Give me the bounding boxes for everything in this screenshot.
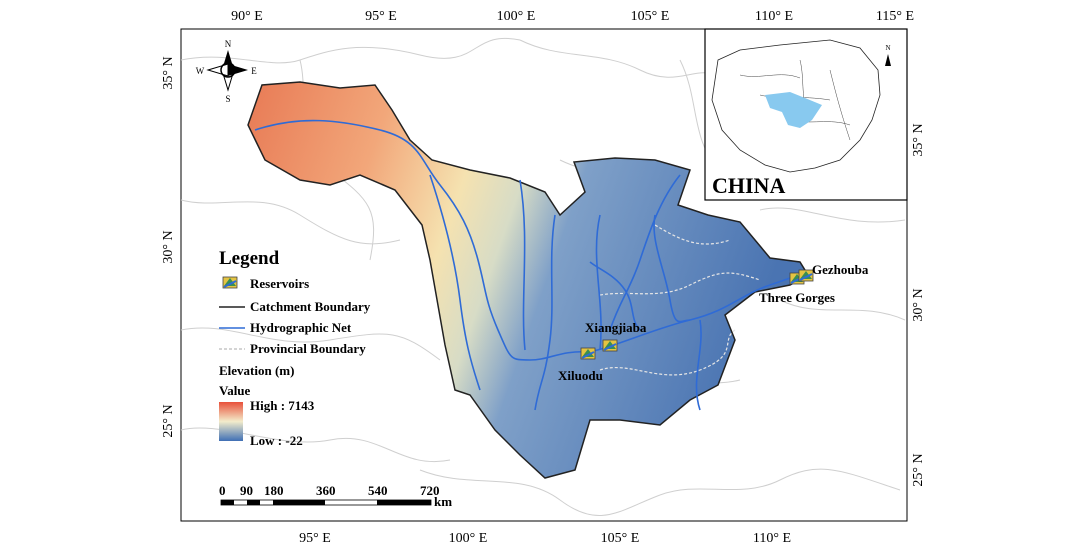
inset-basin — [765, 92, 822, 128]
legend-reservoirs: Reservoirs — [250, 276, 309, 291]
compass-w: W — [196, 66, 205, 76]
bottom-tick-95: 95° E — [299, 531, 331, 546]
inset-label: CHINA — [712, 173, 785, 198]
graticule-labels: 90° E 95° E 100° E 105° E 110° E 115° E … — [161, 9, 926, 546]
reservoir-label-three-gorges: Three Gorges — [759, 290, 835, 305]
left-tick-30: 30° N — [161, 230, 176, 263]
reservoir-label-xiangjiaba: Xiangjiaba — [585, 320, 647, 335]
reservoir-markers — [580, 269, 814, 360]
right-tick-25: 25° N — [911, 453, 926, 486]
legend-reservoir-icon — [222, 276, 238, 289]
legend-elevation: Elevation (m) — [219, 363, 294, 378]
compass-s: S — [225, 94, 230, 104]
top-tick-90: 90° E — [231, 9, 263, 24]
reservoir-xiangjiaba-icon — [602, 339, 618, 352]
scale-tick-540: 540 — [368, 483, 388, 498]
legend-elevation-ramp — [219, 402, 243, 441]
legend: Legend Reservoirs Catchment Boundary Hyd… — [219, 248, 371, 448]
bottom-tick-100: 100° E — [449, 531, 488, 546]
inset-north: N — [885, 44, 890, 52]
top-tick-100: 100° E — [497, 9, 536, 24]
catchment-area — [247, 81, 810, 479]
scale-tick-180: 180 — [264, 483, 284, 498]
reservoir-label-gezhouba: Gezhouba — [812, 262, 869, 277]
compass-e: E — [251, 66, 257, 76]
scale-unit: km — [434, 494, 452, 509]
scale-tick-0: 0 — [219, 483, 226, 498]
reservoir-gezhouba-icon — [798, 269, 814, 282]
legend-hydrographic: Hydrographic Net — [250, 320, 352, 335]
compass-n: N — [225, 39, 232, 49]
legend-low: Low : -22 — [250, 433, 303, 448]
top-tick-95: 95° E — [365, 9, 397, 24]
legend-title: Legend — [219, 248, 280, 269]
bottom-tick-105: 105° E — [601, 531, 640, 546]
scale-tick-90: 90 — [240, 483, 253, 498]
scale-bar: 0 90 180 360 540 720 km — [219, 483, 452, 509]
inset-map: CHINA N — [704, 28, 908, 201]
left-tick-35: 35° N — [161, 56, 176, 89]
right-tick-30: 30° N — [911, 288, 926, 321]
reservoir-label-xiluodu: Xiluodu — [558, 368, 603, 383]
top-tick-110: 110° E — [755, 9, 793, 24]
compass-rose: N S W E — [196, 39, 258, 104]
top-tick-115: 115° E — [876, 9, 914, 24]
legend-high: High : 7143 — [250, 398, 315, 413]
bottom-tick-110: 110° E — [753, 531, 791, 546]
legend-catchment: Catchment Boundary — [250, 299, 371, 314]
right-tick-35: 35° N — [911, 123, 926, 156]
scale-tick-360: 360 — [316, 483, 336, 498]
scale-tick-720: 720 — [420, 483, 440, 498]
reservoir-xiluodu-icon — [580, 347, 596, 360]
legend-value: Value — [219, 383, 251, 398]
top-tick-105: 105° E — [631, 9, 670, 24]
legend-provincial: Provincial Boundary — [250, 341, 366, 356]
left-tick-25: 25° N — [161, 404, 176, 437]
